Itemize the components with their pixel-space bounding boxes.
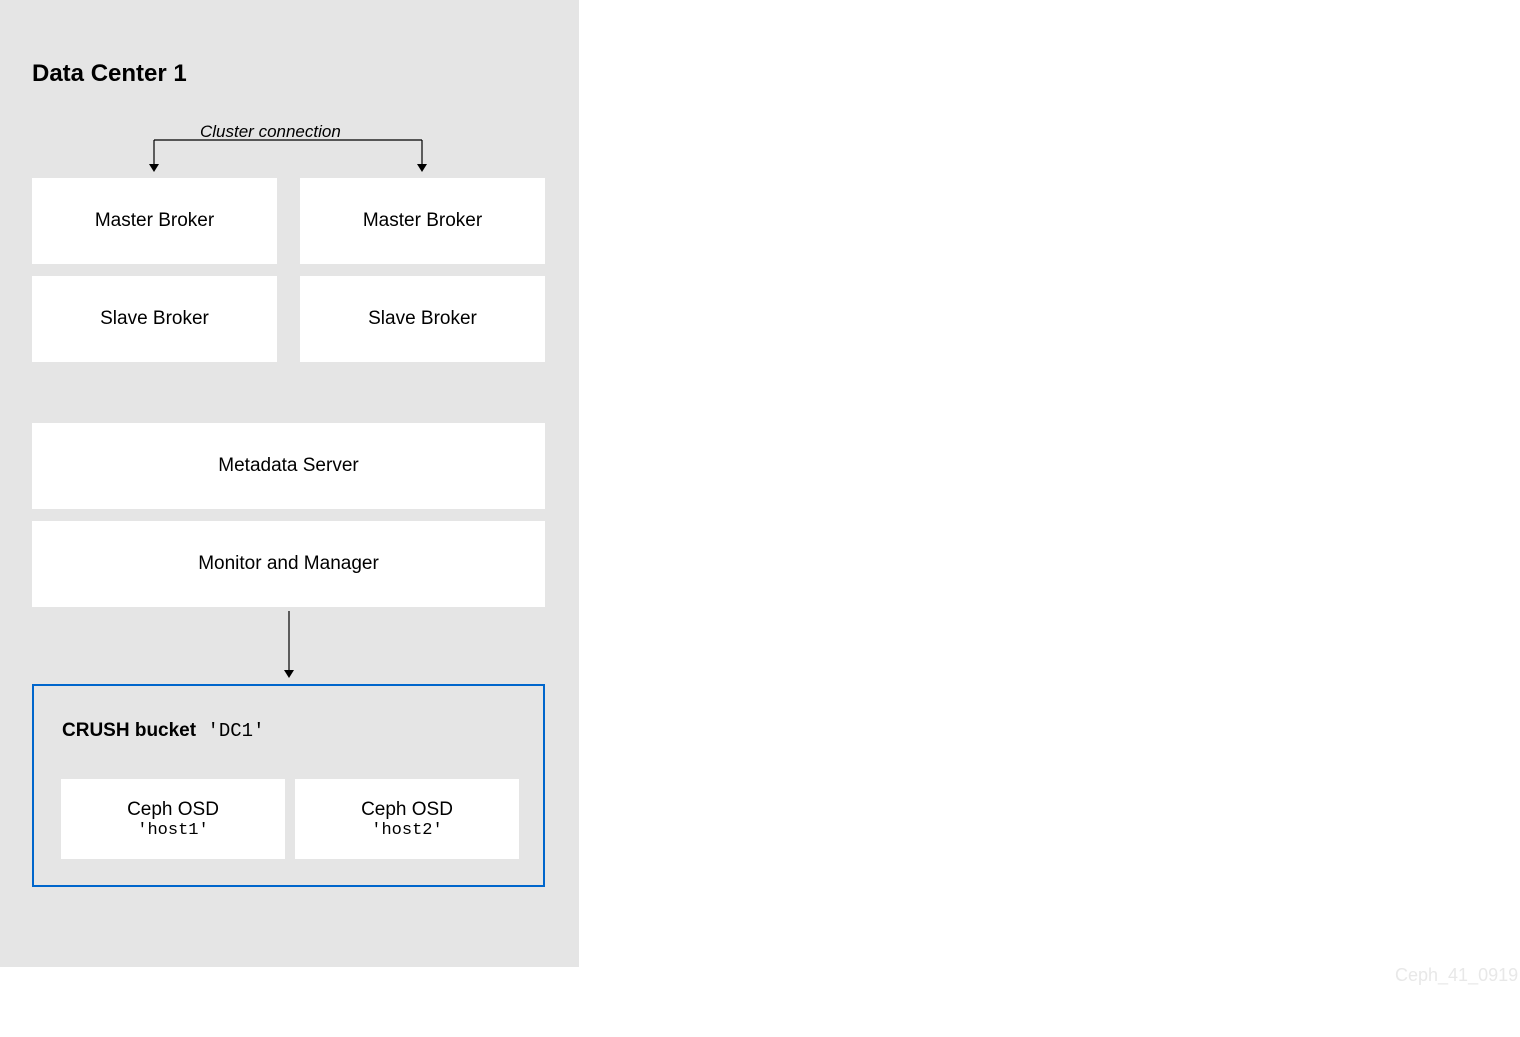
datacenter-container: Data Center 1 Cluster connection CRUSH b… <box>0 0 579 967</box>
node-monitor-label: Monitor and Manager <box>198 553 379 575</box>
crush-bucket-title-bold: CRUSH bucket <box>62 720 196 741</box>
node-master1-label: Master Broker <box>95 210 214 232</box>
node-master2: Master Broker <box>300 178 545 264</box>
node-osd1-label: Ceph OSD <box>127 799 219 821</box>
edge-cluster-conn <box>149 140 427 172</box>
node-osd2: Ceph OSD'host2' <box>295 779 519 859</box>
crush-bucket-title: CRUSH bucket 'DC1' <box>62 720 265 742</box>
node-osd1: Ceph OSD'host1' <box>61 779 285 859</box>
crush-bucket-title-mono: 'DC1' <box>196 720 264 742</box>
node-master1: Master Broker <box>32 178 277 264</box>
node-osd2-sublabel: 'host2' <box>371 821 442 840</box>
node-osd2-label: Ceph OSD <box>361 799 453 821</box>
node-metadata: Metadata Server <box>32 423 545 509</box>
datacenter-title: Data Center 1 <box>32 60 187 88</box>
node-slave1: Slave Broker <box>32 276 277 362</box>
node-monitor: Monitor and Manager <box>32 521 545 607</box>
edge-monitor-to-crush <box>284 611 294 678</box>
node-master2-label: Master Broker <box>363 210 482 232</box>
node-slave2-label: Slave Broker <box>368 308 477 330</box>
node-slave2: Slave Broker <box>300 276 545 362</box>
watermark: Ceph_41_0919 <box>1395 965 1518 986</box>
cluster-connection-label: Cluster connection <box>200 122 341 142</box>
node-osd1-sublabel: 'host1' <box>137 821 208 840</box>
node-slave1-label: Slave Broker <box>100 308 209 330</box>
node-metadata-label: Metadata Server <box>218 455 358 477</box>
